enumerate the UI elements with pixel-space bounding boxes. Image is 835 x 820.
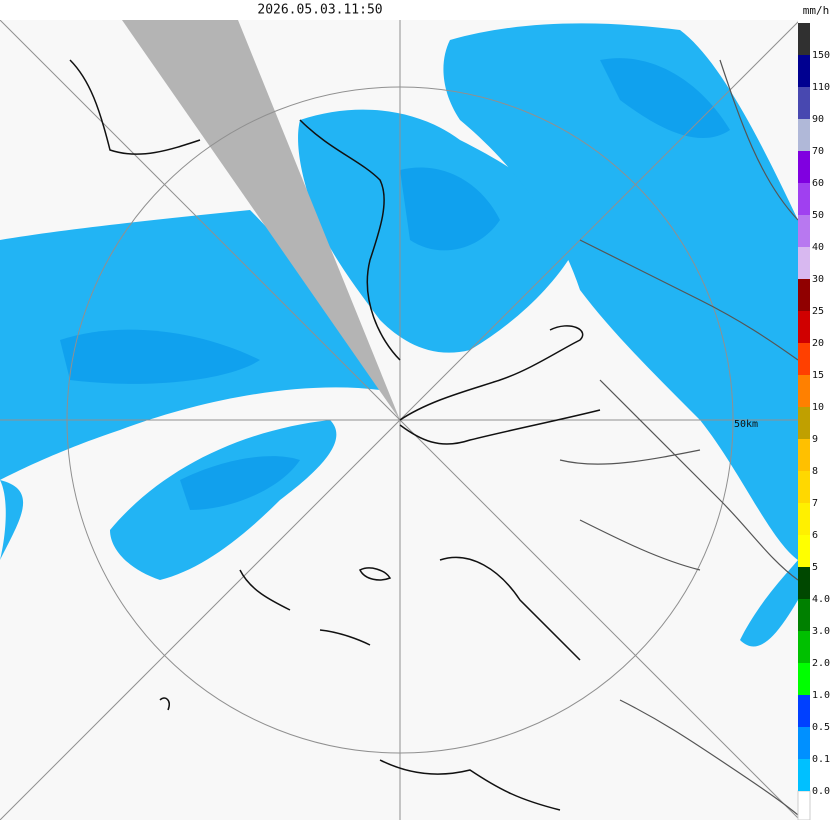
- legend-label: 1.0: [812, 690, 830, 701]
- legend-label: 3.0: [812, 626, 830, 637]
- legend-swatch: [798, 759, 810, 791]
- legend-swatch: [798, 247, 810, 279]
- legend-swatch: [798, 23, 810, 55]
- admin-boundary: [559, 59, 798, 816]
- legend-label: 0.1: [812, 754, 830, 765]
- legend-label: 8: [812, 466, 818, 477]
- legend-swatch: [798, 663, 810, 695]
- legend-label: 0.5: [812, 722, 830, 733]
- legend-label: 150: [812, 50, 830, 61]
- legend-swatch: [798, 631, 810, 663]
- legend-swatch: [798, 439, 810, 471]
- legend-unit: mm/h: [803, 4, 830, 17]
- legend-swatch: [798, 599, 810, 631]
- legend-label: 20: [812, 338, 824, 349]
- legend-swatch: [798, 215, 810, 247]
- legend-none: [797, 790, 811, 820]
- legend-label: 70: [812, 146, 824, 157]
- blocked-sector: [122, 20, 400, 420]
- map: 50km: [0, 20, 798, 820]
- legend-label: 60: [812, 178, 824, 189]
- legend-label: 5: [812, 562, 818, 573]
- legend-swatch: [798, 503, 810, 535]
- legend-swatch: [798, 151, 810, 183]
- legend-label: 7: [812, 498, 818, 509]
- legend-label: 40: [812, 242, 824, 253]
- legend-swatch: [798, 87, 810, 119]
- legend-label: 15: [812, 370, 824, 381]
- legend-label: 2.0: [812, 658, 830, 669]
- legend-swatch: [798, 183, 810, 215]
- rain-echo-strong: [60, 58, 730, 510]
- timestamp: 2026.05.03.11:50: [257, 3, 382, 18]
- legend-label: 110: [812, 82, 830, 93]
- legend-label: 90: [812, 114, 824, 125]
- legend-swatch: [798, 343, 810, 375]
- legend-swatch: [798, 407, 810, 439]
- legend-label: 6: [812, 530, 818, 541]
- legend-swatch: [798, 567, 810, 599]
- legend-swatch: [798, 55, 810, 87]
- legend-swatch: [798, 279, 810, 311]
- legend-swatch: [798, 311, 810, 343]
- legend: 150 110 90 70 60 50 40 30 25 20 15 10 9 8 7 6 5 4.0 3.0 2.0…: [798, 23, 830, 797]
- legend-swatch: [798, 375, 810, 407]
- legend-swatch: [798, 727, 810, 759]
- range-label: 50km: [734, 419, 758, 430]
- legend-swatch: [798, 535, 810, 567]
- legend-label: 25: [812, 306, 824, 317]
- legend-label: 0.0: [812, 786, 830, 797]
- coastline: [69, 59, 601, 811]
- legend-label: 50: [812, 210, 824, 221]
- legend-label: 30: [812, 274, 824, 285]
- legend-swatch: [798, 119, 810, 151]
- legend-label: 4.0: [812, 594, 830, 605]
- legend-swatch: [798, 471, 810, 503]
- legend-swatch: [798, 695, 810, 727]
- legend-label: 9: [812, 434, 818, 445]
- legend-label: 10: [812, 402, 824, 413]
